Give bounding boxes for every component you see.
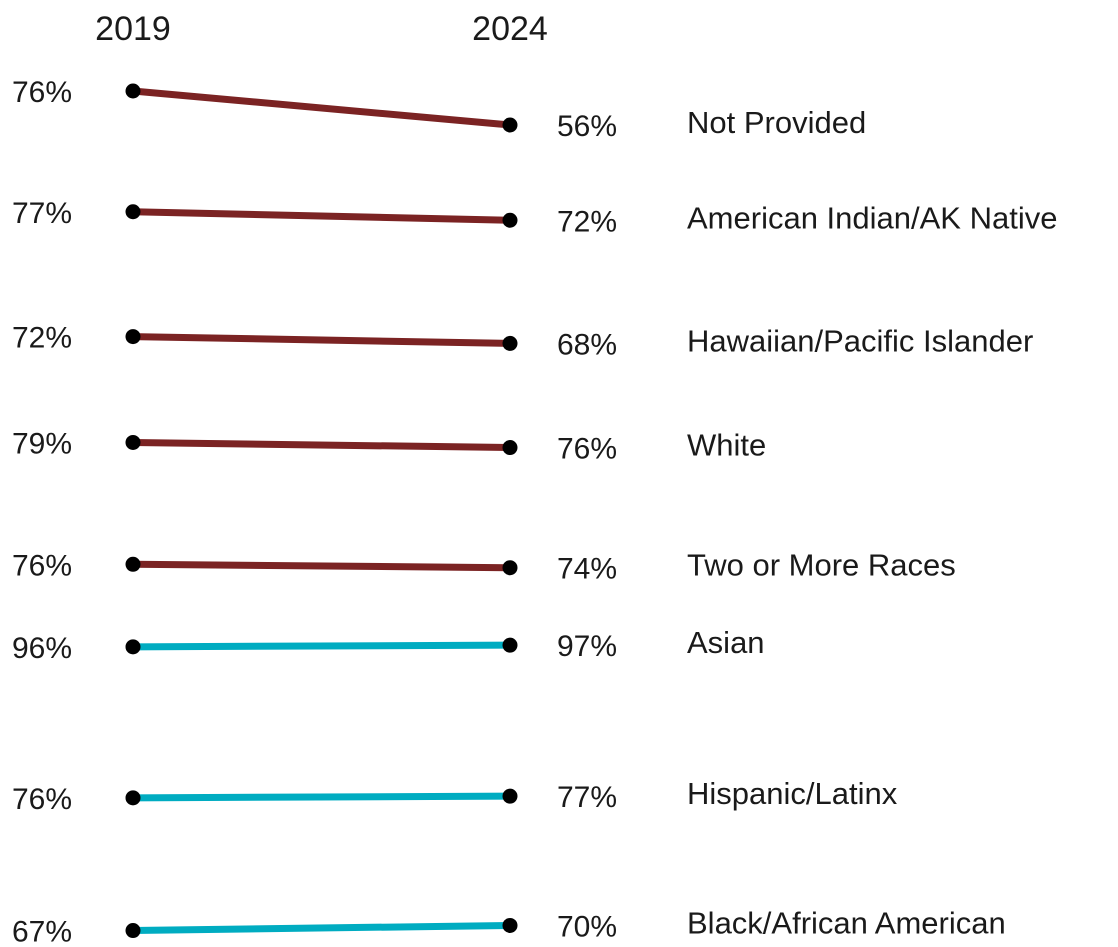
value-label-2024-black-african-american: 70% xyxy=(557,910,617,943)
series-name-white: White xyxy=(687,428,766,463)
series-name-black-african-american: Black/African American xyxy=(687,905,1006,940)
value-label-2019-hispanic-latinx: 76% xyxy=(12,783,72,816)
series-name-american-indian-ak-native: American Indian/AK Native xyxy=(687,200,1057,235)
series-line-white xyxy=(129,438,514,452)
point-2024-hawaiian-pacific-islander xyxy=(502,335,518,351)
x-label-2024: 2024 xyxy=(472,10,548,48)
value-label-2024-hawaiian-pacific-islander: 68% xyxy=(557,328,617,361)
series-line-two-or-more-races xyxy=(129,560,514,572)
value-label-2019-black-african-american: 67% xyxy=(12,916,72,947)
point-2019-two-or-more-races xyxy=(125,556,141,572)
point-2019-asian xyxy=(125,639,141,655)
point-2024-asian xyxy=(502,637,518,653)
value-label-2019-two-or-more-races: 76% xyxy=(12,549,72,582)
series-line-american-indian-ak-native xyxy=(129,208,514,224)
value-label-2024-not-provided: 56% xyxy=(557,110,617,143)
point-2019-hawaiian-pacific-islander xyxy=(125,329,141,345)
value-label-2024-two-or-more-races: 74% xyxy=(557,553,617,586)
point-2019-not-provided xyxy=(125,83,141,99)
point-2024-two-or-more-races xyxy=(502,560,518,576)
value-label-2024-american-indian-ak-native: 72% xyxy=(557,205,617,238)
value-label-2019-hawaiian-pacific-islander: 72% xyxy=(12,322,72,355)
value-label-2019-asian: 96% xyxy=(12,632,72,665)
value-label-2019-not-provided: 76% xyxy=(12,76,72,109)
x-label-2019: 2019 xyxy=(95,10,171,48)
point-2024-not-provided xyxy=(502,117,518,133)
series-line-black-african-american xyxy=(129,921,514,935)
point-2019-black-african-american xyxy=(125,923,141,939)
series-name-hawaiian-pacific-islander: Hawaiian/Pacific Islander xyxy=(687,323,1033,358)
chart-rows: 76% 56% Not Provided 77% 72% American Indian/… xyxy=(12,76,1057,947)
value-label-2024-white: 76% xyxy=(557,433,617,466)
value-label-2024-hispanic-latinx: 77% xyxy=(557,781,617,814)
point-2019-american-indian-ak-native xyxy=(125,204,141,220)
series-line-hawaiian-pacific-islander xyxy=(129,333,514,347)
series-name-hispanic-latinx: Hispanic/Latinx xyxy=(687,776,898,811)
series-name-two-or-more-races: Two or More Races xyxy=(687,548,956,583)
series-line-not-provided xyxy=(129,87,514,129)
point-2019-hispanic-latinx xyxy=(125,790,141,806)
series-line-hispanic-latinx xyxy=(129,792,514,802)
value-label-2024-asian: 97% xyxy=(557,630,617,663)
series-line-asian xyxy=(129,641,514,651)
value-label-2019-white: 79% xyxy=(12,427,72,460)
point-2024-white xyxy=(502,440,518,456)
value-label-2019-american-indian-ak-native: 77% xyxy=(12,197,72,230)
point-2024-black-african-american xyxy=(502,917,518,933)
point-2024-american-indian-ak-native xyxy=(502,212,518,228)
series-name-asian: Asian xyxy=(687,625,765,660)
series-name-not-provided: Not Provided xyxy=(687,105,866,140)
point-2019-white xyxy=(125,434,141,450)
point-2024-hispanic-latinx xyxy=(502,788,518,804)
